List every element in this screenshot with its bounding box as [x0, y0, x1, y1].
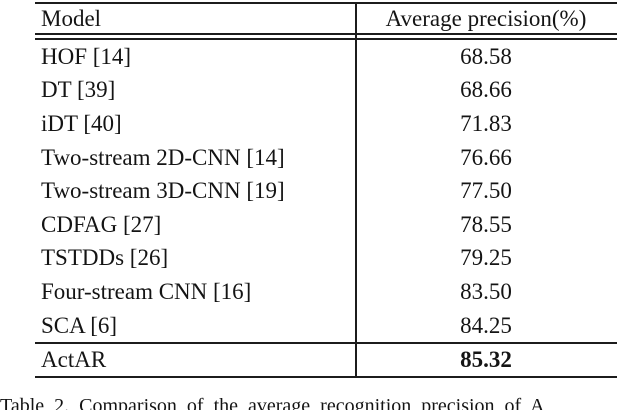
model-cell: TSTDDs [26]: [41, 245, 169, 271]
value-cell: 78.55: [460, 211, 512, 237]
model-cell: iDT [40]: [41, 110, 122, 136]
model-cell: Four-stream CNN [16]: [41, 278, 252, 304]
value-cell: 79.25: [460, 245, 512, 271]
table-row: Two-stream 3D-CNN [19] 77.50: [35, 174, 617, 208]
value-cell: 77.50: [460, 178, 512, 204]
table-header-value: Average precision(%): [385, 5, 587, 31]
table-header-row: Model Average precision(%): [35, 4, 617, 33]
table-row: Two-stream 2D-CNN [14] 76.66: [35, 141, 617, 175]
model-cell: DT [39]: [41, 77, 116, 103]
value-cell: 68.66: [460, 77, 512, 103]
table-header-model: Model: [41, 5, 102, 31]
model-cell: HOF [14]: [41, 43, 132, 69]
pre-highlight-rule: [35, 342, 617, 345]
bottom-rule: [35, 376, 617, 379]
column-divider: [355, 2, 357, 379]
value-cell: 68.58: [460, 43, 512, 69]
table-row: iDT [40] 71.83: [35, 107, 617, 141]
table-row: TSTDDs [26] 79.25: [35, 242, 617, 276]
header-double-rule: [35, 33, 617, 40]
value-cell: 84.25: [460, 312, 512, 338]
table-row: SCA [6] 84.25: [35, 309, 617, 343]
model-cell: ActAR: [41, 347, 107, 373]
model-cell: Two-stream 3D-CNN [19]: [41, 178, 285, 204]
highlight-row: ActAR 85.32: [35, 344, 617, 376]
value-cell-bold: 85.32: [460, 347, 512, 373]
model-cell: SCA [6]: [41, 312, 118, 338]
table-row: HOF [14] 68.58: [35, 40, 617, 74]
model-cell: CDFAG [27]: [41, 211, 162, 237]
model-cell: Two-stream 2D-CNN [14]: [41, 144, 285, 170]
value-cell: 76.66: [460, 144, 512, 170]
table-row: DT [39] 68.66: [35, 74, 617, 108]
table-row: CDFAG [27] 78.55: [35, 208, 617, 242]
top-rule: [35, 2, 617, 4]
table-row: Four-stream CNN [16] 83.50: [35, 275, 617, 309]
table-caption: Table 2. Comparison of the average recog…: [0, 395, 545, 410]
value-cell: 71.83: [460, 110, 512, 136]
value-cell: 83.50: [460, 278, 512, 304]
results-table: Model Average precision(%) HOF [14] 68.5…: [35, 2, 617, 379]
